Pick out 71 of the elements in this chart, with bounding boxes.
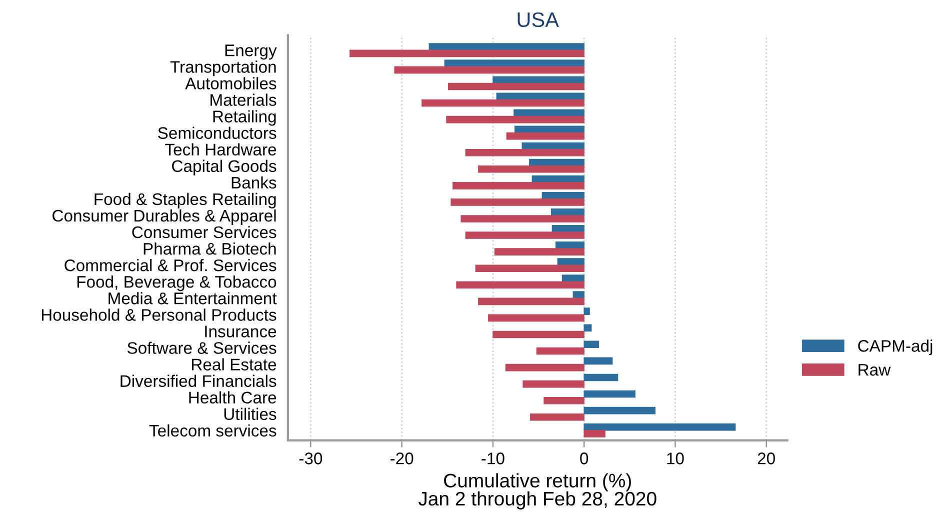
bar — [444, 60, 584, 67]
y-tick-label: Health Care — [189, 391, 276, 404]
bar — [496, 92, 584, 100]
y-tick-label: Commercial & Prof. Services — [64, 259, 276, 272]
bar — [584, 324, 592, 332]
bar — [478, 165, 584, 173]
y-tick-label: Insurance — [205, 326, 276, 338]
bar — [394, 66, 584, 74]
y-tick-label: Household & Personal Products — [42, 308, 276, 321]
y-tick-label: Semiconductors — [158, 126, 276, 139]
bar — [494, 248, 584, 256]
legend-label: CAPM-adj — [858, 340, 932, 356]
bar — [460, 215, 584, 222]
y-tick-label: Energy — [225, 44, 277, 60]
bar — [584, 406, 656, 414]
y-tick-label: Utilities — [224, 408, 276, 420]
bar — [584, 308, 590, 315]
y-tick-label: Banks — [232, 176, 276, 189]
bar — [492, 330, 584, 338]
x-tick-label: -20 — [390, 452, 414, 464]
bar — [446, 116, 584, 124]
bar — [584, 430, 606, 438]
y-tick-label: Food, Beverage & Tobacco — [77, 276, 276, 292]
bar — [536, 347, 584, 355]
bar — [452, 182, 584, 190]
bar — [584, 357, 613, 365]
chart-title: USA — [518, 12, 559, 28]
bar — [465, 148, 584, 156]
bar — [522, 380, 584, 388]
x-tick-label: 10 — [667, 452, 684, 464]
x-axis-title: Cumulative return (%) Jan 2 through Feb 28, 2020 — [418, 473, 656, 510]
bar — [584, 390, 636, 398]
bar — [448, 82, 584, 90]
y-tick-label: Retailing — [213, 110, 276, 126]
y-tick-label: Tech Hardware — [165, 143, 276, 156]
bar — [350, 50, 584, 58]
bar — [450, 198, 584, 206]
y-tick-label: Transportation — [170, 60, 276, 76]
y-tick-label: Consumer Services — [132, 226, 276, 238]
y-tick-label: Telecom services — [149, 424, 276, 437]
bar — [505, 364, 584, 372]
bar — [584, 374, 618, 382]
y-tick-label: Automobiles — [185, 77, 276, 90]
y-tick-label: Real Estate — [192, 358, 276, 370]
y-tick-label: Diversified Financials — [120, 374, 276, 387]
y-tick-label: Materials — [210, 94, 276, 106]
bar — [465, 232, 584, 239]
bar — [488, 314, 584, 322]
bar — [475, 264, 584, 272]
y-tick-label: Food & Staples Retailing — [94, 192, 276, 208]
bar — [506, 132, 584, 140]
bar — [530, 413, 584, 421]
x-tick-label: 20 — [758, 452, 775, 464]
bar — [492, 76, 584, 84]
x-tick-label: 0 — [580, 452, 588, 464]
y-tick-label: Media & Entertainment — [108, 292, 277, 304]
bar — [572, 291, 584, 298]
bar — [478, 298, 584, 306]
bar — [422, 99, 584, 107]
bar — [428, 43, 584, 50]
y-tick-label: Consumer Durables & Apparel — [52, 209, 276, 225]
bar — [584, 340, 600, 348]
y-tick-label: Pharma & Biotech — [144, 242, 276, 255]
bar — [456, 281, 584, 289]
y-tick-label: Capital Goods — [172, 160, 276, 176]
legend-label: Raw — [858, 364, 891, 376]
bar — [584, 423, 736, 431]
x-tick-label: -30 — [299, 452, 322, 464]
x-tick-label: -10 — [482, 452, 504, 464]
bar — [544, 396, 584, 404]
y-tick-label: Software & Services — [128, 342, 276, 354]
